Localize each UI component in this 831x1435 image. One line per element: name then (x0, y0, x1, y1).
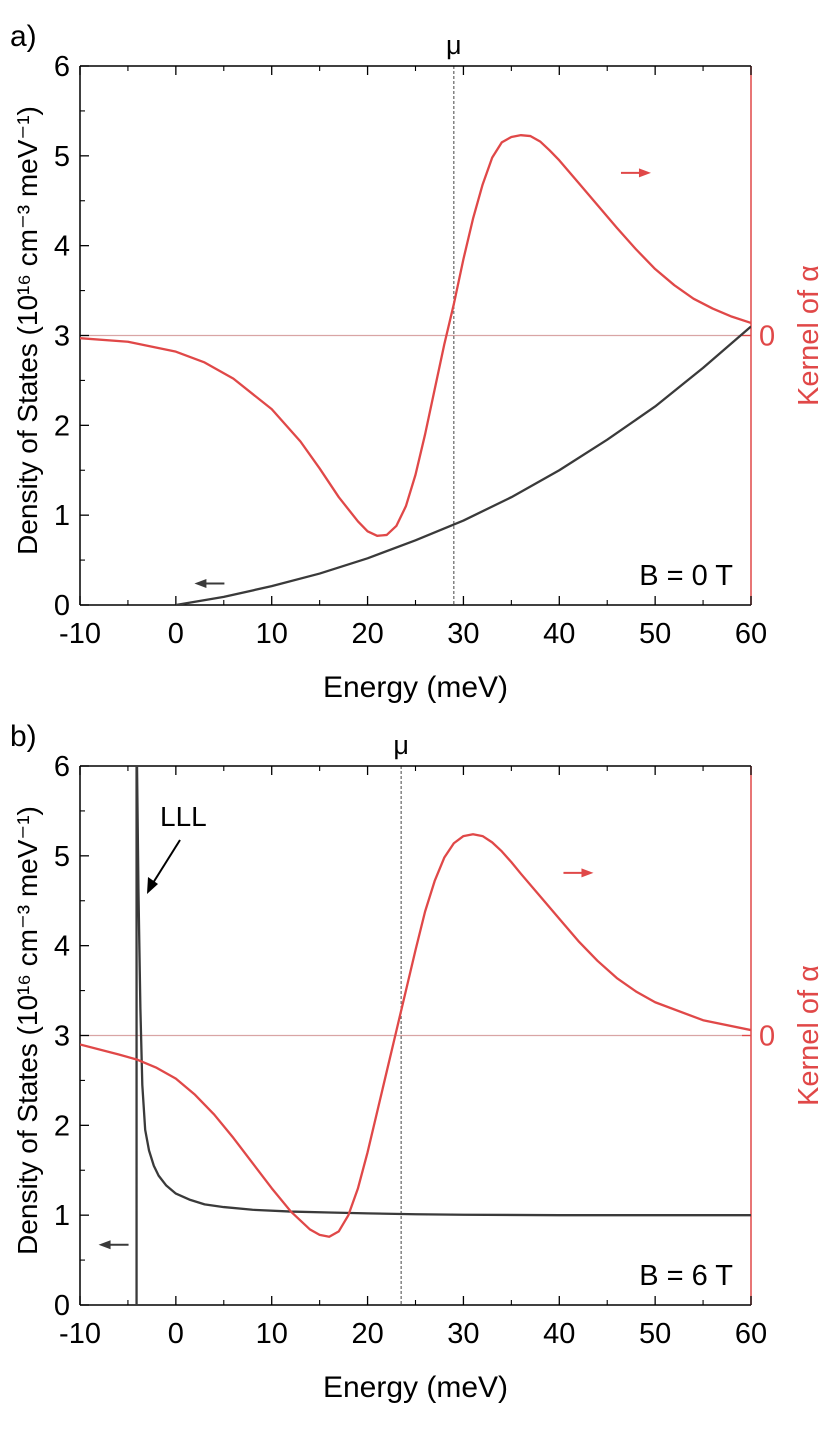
y-tick-label: 4 (54, 931, 70, 963)
x-tick-label: 0 (168, 618, 184, 650)
x-tick-label: 40 (543, 618, 575, 650)
direction-arrow-head (581, 868, 594, 878)
x-tick-label: 20 (351, 1318, 383, 1350)
y2-tick-label: 0 (759, 1021, 775, 1053)
direction-arrow-head (98, 1240, 111, 1250)
kernel-curve (80, 134, 751, 537)
x-tick-label: -10 (59, 1318, 101, 1350)
x-tick-label: 30 (447, 1318, 479, 1350)
x-tick-label: 30 (447, 618, 479, 650)
x-tick-label: 10 (256, 618, 288, 650)
y2-tick-label: 0 (759, 321, 775, 353)
x-tick-label: 60 (735, 1318, 767, 1350)
field-label: B = 6 T (639, 1260, 733, 1292)
kernel-curve (80, 833, 751, 1238)
direction-arrow-head (194, 578, 207, 588)
y-tick-label: 1 (54, 1200, 70, 1232)
panel-label: a) (10, 20, 37, 53)
x-axis-title: Energy (meV) (323, 671, 508, 704)
y-tick-label: 6 (54, 751, 70, 783)
panel-label: b) (10, 720, 37, 753)
y-tick-label: 0 (54, 590, 70, 622)
x-tick-label: -10 (59, 618, 101, 650)
y-tick-label: 2 (54, 410, 70, 442)
direction-arrow-head (638, 168, 651, 178)
x-tick-label: 10 (256, 1318, 288, 1350)
x-tick-label: 50 (639, 618, 671, 650)
y-tick-label: 2 (54, 1110, 70, 1142)
mu-label: μ (393, 730, 409, 760)
y-tick-label: 6 (54, 51, 70, 83)
lll-arrow-head (147, 877, 158, 894)
x-axis-title: Energy (meV) (323, 1371, 508, 1404)
dos-curve (135, 766, 751, 1305)
y2-axis-title: Kernel of α (793, 265, 825, 406)
x-tick-label: 60 (735, 618, 767, 650)
y-tick-label: 5 (54, 141, 70, 173)
y-tick-label: 1 (54, 500, 70, 532)
y-tick-label: 0 (54, 1290, 70, 1322)
lll-label: LLL (160, 801, 207, 832)
lll-arrow-shaft (152, 839, 181, 884)
field-label: B = 0 T (639, 560, 733, 592)
y-tick-label: 4 (54, 231, 70, 263)
mu-label: μ (446, 30, 462, 60)
x-tick-label: 20 (351, 618, 383, 650)
y-tick-label: 5 (54, 841, 70, 873)
y2-axis-title: Kernel of α (793, 965, 825, 1106)
y-axis-title: Density of States (10¹⁶ cm⁻³ meV⁻¹) (12, 106, 43, 555)
y-tick-label: 3 (54, 1021, 70, 1053)
dos-curve (175, 325, 751, 605)
y-axis-title: Density of States (10¹⁶ cm⁻³ meV⁻¹) (12, 806, 43, 1255)
x-tick-label: 50 (639, 1318, 671, 1350)
y-tick-label: 3 (54, 321, 70, 353)
x-tick-label: 40 (543, 1318, 575, 1350)
x-tick-label: 0 (168, 1318, 184, 1350)
